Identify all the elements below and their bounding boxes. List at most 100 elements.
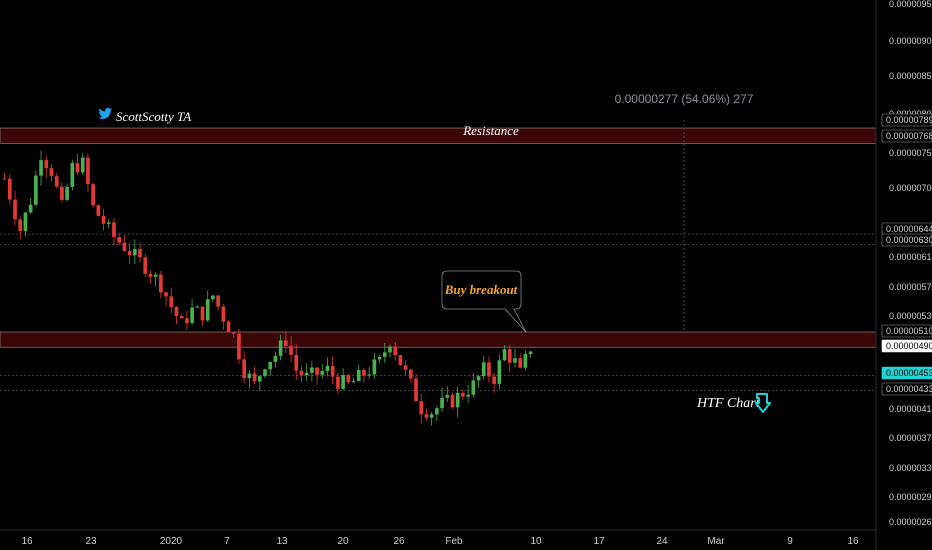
candle-body: [39, 160, 43, 176]
candle-body: [190, 307, 194, 323]
candle-body: [226, 321, 231, 333]
price-label-text: 0.00000433: [886, 384, 932, 394]
candle-body: [216, 295, 220, 307]
candle-body: [523, 354, 528, 368]
candle-body: [86, 157, 90, 185]
twitter-bird-icon: [98, 108, 112, 119]
candle-body: [18, 219, 23, 232]
x-tick-label: 9: [787, 536, 793, 547]
candle-body: [414, 378, 418, 402]
candle-body: [362, 369, 366, 376]
candle-body: [502, 349, 507, 361]
candle-body: [195, 306, 200, 308]
candle-body: [231, 332, 236, 334]
y-axis-panel: [876, 0, 932, 550]
candle-body: [388, 346, 392, 353]
candle-body: [148, 273, 153, 277]
candle-body: [320, 370, 325, 375]
candle-body: [2, 178, 7, 180]
price-label-box: [881, 324, 932, 338]
candle-body: [96, 205, 101, 216]
candle-body: [153, 274, 158, 277]
candle-body: [257, 376, 262, 382]
x-tick-label: 2020: [160, 536, 183, 547]
candle-body: [351, 380, 356, 383]
breakout-zone: [0, 331, 877, 348]
x-tick-label: 26: [393, 536, 405, 547]
candle-body: [284, 340, 288, 346]
candle-body: [445, 394, 450, 398]
candle-body: [429, 414, 434, 418]
price-label-box: [881, 233, 932, 247]
candle-body: [49, 168, 54, 177]
x-tick-label: 23: [85, 536, 97, 547]
candle-body: [263, 369, 267, 377]
candle-body: [294, 354, 299, 371]
x-tick-label: 7: [224, 536, 230, 547]
candle-body: [252, 373, 257, 382]
candle-body: [325, 365, 330, 371]
price-label-box: [881, 113, 932, 127]
candle-body: [518, 358, 523, 368]
candle-body: [247, 373, 252, 379]
y-tick-label: 0.00000610: [889, 252, 932, 262]
candle-body: [419, 401, 424, 415]
candle-body: [132, 248, 137, 256]
candle-body: [268, 361, 273, 370]
candle-body: [169, 296, 174, 308]
x-tick-label: 20: [337, 536, 349, 547]
watermark-text: ScottScotty TA: [116, 109, 191, 124]
candle-body: [330, 365, 335, 377]
candle-body: [278, 340, 283, 356]
candle-body: [273, 355, 278, 362]
candle-body: [450, 394, 455, 408]
candle-body: [346, 375, 351, 383]
candle-body: [44, 160, 49, 169]
candle-body: [356, 369, 361, 381]
candle-body: [476, 376, 481, 381]
x-tick-label: Feb: [445, 536, 463, 547]
candle-body: [91, 184, 95, 206]
candle-body: [80, 157, 85, 173]
y-tick-label: 0.00000295: [889, 492, 932, 502]
candle-body: [455, 392, 460, 408]
price-label-box: [881, 339, 932, 353]
candle-body: [424, 414, 429, 418]
candle-body: [221, 306, 226, 322]
candle-body: [70, 163, 75, 187]
candle-body: [487, 362, 491, 377]
candle-body: [408, 369, 413, 379]
price-label-text: 0.00000768: [886, 131, 932, 141]
candle-body: [440, 397, 444, 409]
candle-body: [211, 295, 215, 300]
candle-body: [461, 392, 465, 397]
x-tick-label: 17: [593, 536, 605, 547]
candle-body: [75, 163, 80, 173]
candle-body: [310, 367, 314, 373]
candle-body: [34, 175, 38, 205]
x-tick-label: Mar: [707, 536, 725, 547]
candle-body: [377, 356, 382, 360]
htf-chart-annotation[interactable]: HTF Chart: [696, 393, 771, 413]
candle-body: [398, 355, 403, 366]
x-tick-label: 16: [847, 536, 859, 547]
price-label-text: 0.00000630: [886, 235, 932, 245]
price-label-text: 0.00000789: [886, 115, 932, 125]
measure-label[interactable]: 0.00000277 (54.06%) 277: [615, 92, 754, 106]
price-label-text: 0.00000453: [886, 368, 932, 378]
candle-body: [28, 204, 33, 213]
buy-breakout-callout[interactable]: Buy breakout: [441, 270, 527, 333]
buy-breakout-label: Buy breakout: [444, 282, 518, 297]
candle-body: [200, 306, 205, 321]
candle-body: [117, 237, 122, 243]
candle-body: [481, 362, 486, 377]
candle-body: [101, 215, 106, 224]
x-tick-label: 13: [276, 536, 288, 547]
price-label-box: [881, 366, 932, 380]
resistance-label[interactable]: Resistance: [462, 123, 519, 138]
candle-body: [304, 372, 309, 376]
candle-body: [466, 394, 470, 397]
candle-body: [185, 318, 189, 323]
